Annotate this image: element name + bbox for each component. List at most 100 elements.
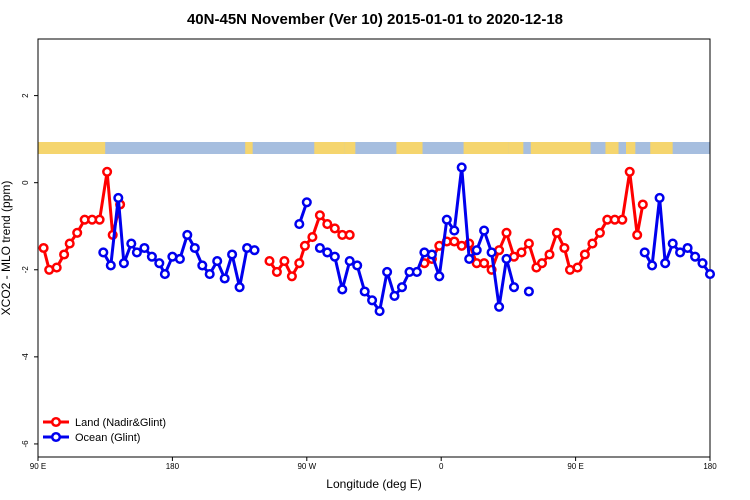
land-point	[51, 262, 62, 273]
y-tick-label: -4	[21, 353, 30, 361]
land-point	[94, 214, 105, 225]
ocean-point	[449, 225, 460, 236]
land-point	[38, 242, 49, 254]
ocean-point	[697, 258, 708, 269]
ocean-point	[174, 253, 185, 264]
land-point	[72, 227, 83, 238]
land-point	[329, 223, 340, 234]
ocean-point	[396, 282, 408, 293]
ocean-point	[704, 269, 716, 280]
ocean-point	[131, 247, 142, 258]
ocean-point	[329, 251, 340, 262]
ocean-point	[182, 229, 193, 240]
x-tick-label: 180	[166, 462, 180, 471]
y-axis-label: XCO2 - MLO trend (ppm)	[0, 181, 13, 316]
ocean-point	[486, 247, 497, 258]
y-axis: 2 0 -2 -4 -6	[21, 93, 38, 448]
land-segment	[650, 142, 673, 154]
ocean-point	[411, 266, 422, 277]
ocean-point	[189, 242, 200, 254]
land-segment	[626, 142, 636, 154]
land-point	[344, 229, 355, 240]
ocean-point	[479, 225, 490, 236]
land-point	[523, 238, 534, 249]
ocean-point	[154, 258, 165, 269]
land-segment	[605, 142, 619, 154]
land-ocean-bar	[38, 142, 710, 154]
land-point	[579, 249, 590, 260]
ocean-point	[523, 286, 534, 297]
series-layer	[38, 162, 716, 317]
ocean-point	[139, 242, 150, 254]
ocean-point	[682, 242, 693, 254]
land-point	[314, 210, 325, 221]
y-tick-label: -6	[21, 440, 30, 448]
land-point	[322, 219, 333, 230]
land-point	[64, 238, 75, 249]
land-point	[632, 229, 643, 240]
ocean-point	[159, 269, 170, 280]
land-point	[544, 249, 555, 260]
x-axis: 90 E 180 90 W 0 90 E 180	[30, 457, 717, 471]
legend-land-label: Land (Nadir&Glint)	[75, 417, 166, 429]
land-point	[271, 266, 282, 277]
y-tick-label: 2	[21, 93, 30, 98]
ocean-point	[146, 251, 157, 262]
ocean-point	[219, 273, 230, 284]
ocean-point	[294, 219, 305, 230]
ocean-point	[660, 258, 671, 269]
ocean-point	[359, 286, 370, 297]
ocean-point	[471, 245, 482, 256]
x-axis-label: Longitude (deg E)	[326, 477, 421, 491]
land-segment	[396, 142, 423, 154]
ocean-point	[667, 238, 678, 249]
x-tick-label: 90 W	[297, 462, 316, 471]
land-point	[299, 240, 310, 251]
ocean-point	[675, 247, 686, 258]
land-segment	[314, 142, 345, 154]
legend-land-marker	[50, 416, 62, 428]
ocean-point	[98, 247, 109, 258]
ocean-point	[126, 238, 137, 249]
land-point	[637, 199, 648, 210]
ocean-point	[314, 242, 325, 254]
ocean-point	[301, 197, 312, 208]
ocean-point	[426, 249, 437, 260]
land-segment	[508, 142, 524, 154]
land-point	[294, 258, 305, 269]
land-point	[264, 256, 275, 267]
ocean-point	[434, 271, 445, 282]
land-segment	[530, 142, 591, 154]
land-point	[572, 262, 583, 273]
ocean-point	[389, 290, 400, 301]
land-point	[559, 242, 570, 254]
land-point	[59, 249, 70, 260]
x-tick-label: 90 E	[30, 462, 46, 471]
legend-ocean-marker	[50, 431, 62, 443]
plot-frame	[37, 38, 711, 458]
land-point	[536, 258, 548, 269]
ocean-point	[249, 245, 260, 256]
ocean-point	[441, 214, 452, 225]
ocean-point	[654, 192, 665, 203]
land-point	[102, 166, 113, 177]
ocean-point	[456, 162, 467, 173]
ocean-point	[197, 260, 208, 271]
ocean-point	[118, 258, 129, 269]
land-point	[516, 247, 527, 258]
land-point	[594, 227, 605, 238]
land-point	[551, 227, 562, 238]
ocean-point	[234, 282, 245, 293]
ocean-point	[204, 269, 215, 280]
ocean-point	[508, 282, 520, 293]
ocean-point	[352, 260, 363, 271]
ocean-point	[690, 251, 701, 262]
land-point	[307, 232, 318, 243]
ocean-point	[113, 192, 124, 203]
land-point	[479, 258, 490, 269]
chart-title: 40N-45N November (Ver 10) 2015-01-01 to …	[187, 11, 563, 28]
legend: Land (Nadir&Glint) Ocean (Glint)	[43, 416, 166, 444]
ocean-point	[227, 249, 238, 260]
ocean-point	[501, 253, 512, 264]
